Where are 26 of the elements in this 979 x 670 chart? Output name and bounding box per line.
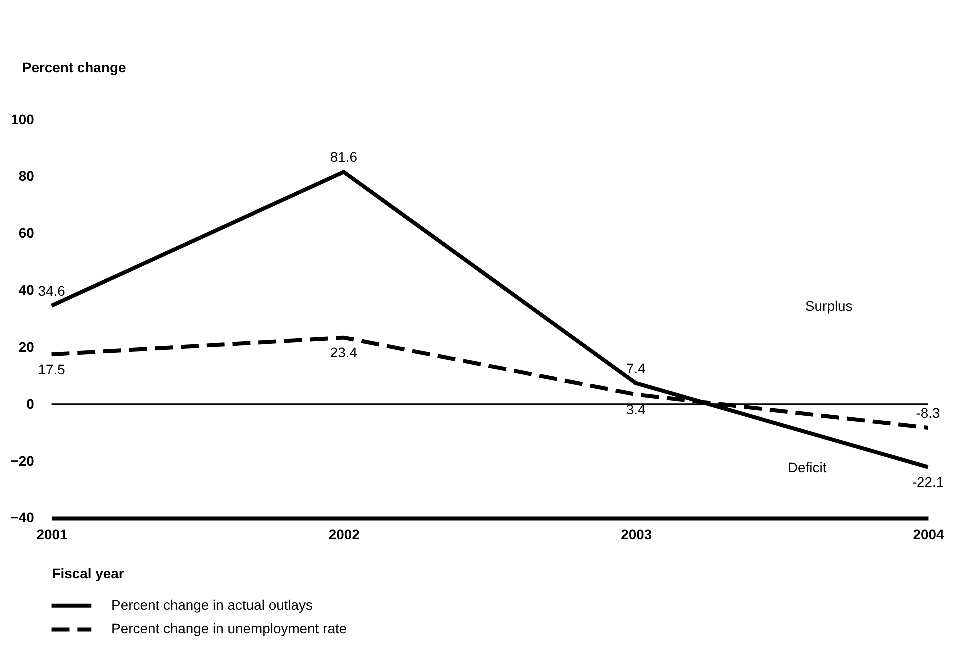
x-axis-title: Fiscal year bbox=[52, 565, 125, 582]
data-label: 3.4 bbox=[626, 402, 646, 418]
legend-label: Percent change in unemployment rate bbox=[112, 620, 348, 637]
y-tick-label: −20 bbox=[10, 452, 35, 469]
x-tick-label: 2001 bbox=[36, 526, 68, 543]
x-tick-label: 2004 bbox=[913, 526, 944, 543]
y-tick-label: 60 bbox=[18, 225, 35, 242]
y-tick-label: 80 bbox=[18, 168, 35, 184]
annotation: Deficit bbox=[788, 459, 827, 476]
data-label: 17.5 bbox=[38, 362, 66, 378]
y-tick-label: 20 bbox=[18, 338, 35, 355]
data-label: -8.3 bbox=[916, 405, 940, 422]
annotation: Surplus bbox=[806, 298, 853, 314]
data-label: 23.4 bbox=[330, 344, 358, 361]
legend-label: Percent change in actual outlays bbox=[112, 596, 314, 613]
data-label: 34.6 bbox=[38, 282, 66, 299]
y-tick-label: 100 bbox=[11, 111, 35, 128]
x-tick-label: 2003 bbox=[621, 526, 652, 543]
x-tick-label: 2002 bbox=[328, 526, 360, 543]
y-tick-label: 0 bbox=[26, 396, 35, 412]
y-tick-label: 40 bbox=[18, 282, 35, 298]
data-label: -22.1 bbox=[912, 474, 944, 490]
y-axis-title: Percent change bbox=[22, 60, 126, 76]
y-tick-label: −40 bbox=[10, 510, 35, 526]
data-label: 7.4 bbox=[626, 360, 646, 376]
data-label: 81.6 bbox=[330, 149, 358, 166]
